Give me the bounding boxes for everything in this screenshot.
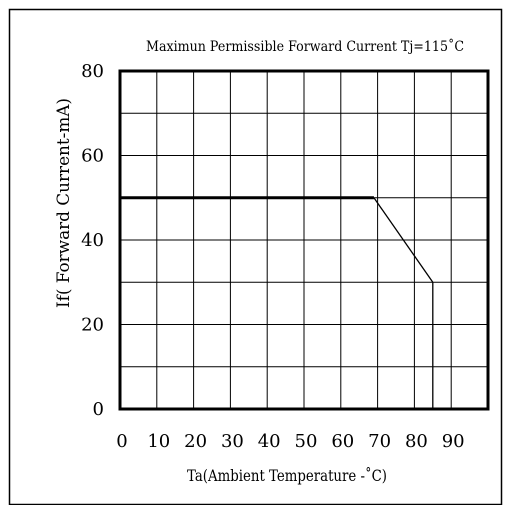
x-tick-label: 20 bbox=[184, 431, 207, 452]
y-tick-label: 40 bbox=[81, 230, 104, 251]
x-tick-label: 90 bbox=[442, 431, 465, 452]
series-line-segment bbox=[373, 197, 434, 283]
y-tick-label: 20 bbox=[81, 315, 104, 336]
x-tick-label: 0 bbox=[116, 431, 127, 452]
y-tick-label: 80 bbox=[81, 61, 104, 82]
x-tick-label: 40 bbox=[258, 431, 281, 452]
x-tick-label: 80 bbox=[405, 431, 428, 452]
y-axis-label: If( Forward Current-mA) bbox=[54, 98, 74, 308]
y-tick-label: 0 bbox=[93, 399, 104, 420]
tick-labels: 0 20 40 60 80 0 10 20 30 40 50 60 70 80 … bbox=[81, 61, 465, 452]
plot-area-border bbox=[118, 69, 490, 411]
x-tick-label: 70 bbox=[368, 431, 391, 452]
x-tick-label: 50 bbox=[295, 431, 318, 452]
grid bbox=[120, 71, 488, 409]
x-axis-label: Ta(Ambient Temperature -˚C) bbox=[187, 466, 387, 485]
chart-title: Maximun Permissible Forward Current Tj=1… bbox=[146, 38, 464, 55]
x-tick-label: 30 bbox=[221, 431, 244, 452]
x-tick-label: 60 bbox=[331, 431, 354, 452]
x-tick-label: 10 bbox=[147, 431, 170, 452]
y-tick-label: 60 bbox=[81, 146, 104, 167]
series-layer bbox=[120, 196, 434, 409]
